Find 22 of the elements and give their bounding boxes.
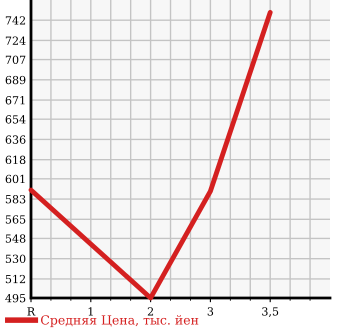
y-tick-label: 548 <box>6 234 26 243</box>
y-tick-label: 654 <box>6 115 26 124</box>
x-tick-label: 3 <box>208 307 214 316</box>
y-tick-label: 724 <box>6 36 26 45</box>
x-tick-label: R <box>27 307 36 316</box>
x-tick-label: 3,5 <box>262 307 278 317</box>
legend-label: Средняя Цена, тыс. йен <box>41 315 198 328</box>
y-tick-label: 671 <box>6 96 25 104</box>
x-tick-label: 2 <box>148 307 154 316</box>
y-tick-label: 689 <box>6 76 26 84</box>
y-tick-label: 495 <box>5 294 26 302</box>
y-tick-label: 707 <box>6 56 26 64</box>
y-tick-label: 530 <box>6 254 26 264</box>
y-tick-label: 583 <box>6 195 26 204</box>
y-tick-label: 742 <box>6 16 26 24</box>
y-tick-label: 636 <box>6 135 26 144</box>
y-tick-label: 565 <box>6 215 26 224</box>
y-tick-label: 618 <box>6 156 26 164</box>
line-series <box>28 10 273 300</box>
y-tick-label: 512 <box>6 274 26 284</box>
x-tick-label: 1 <box>88 307 93 316</box>
y-tick-label: 601 <box>6 174 25 184</box>
